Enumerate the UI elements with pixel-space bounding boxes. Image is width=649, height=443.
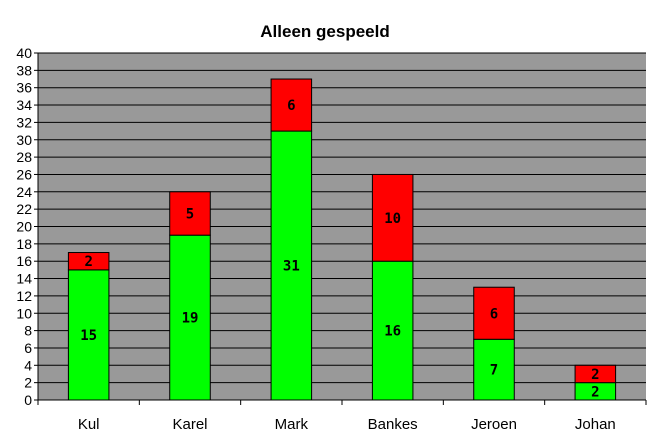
- x-axis: Kul Karel Mark Bankes Jeroen Johan: [37, 399, 647, 433]
- y-tick-label: 40: [16, 45, 32, 61]
- y-tick-label: 14: [16, 271, 32, 287]
- bar-segment: [473, 286, 515, 340]
- x-tick-label: Karel: [172, 416, 207, 433]
- data-label: 10: [384, 211, 401, 227]
- x-tick-label: Mark: [275, 416, 309, 433]
- data-label: 6: [490, 306, 498, 322]
- data-label: 15: [80, 328, 97, 344]
- data-label: 19: [182, 311, 199, 327]
- bar-segment: [67, 269, 110, 401]
- bar-segment: [270, 78, 313, 132]
- data-label: 7: [490, 363, 498, 379]
- x-tick-label: Bankes: [368, 416, 418, 433]
- y-tick-label: 18: [16, 236, 32, 252]
- y-tick-label: 32: [16, 114, 32, 130]
- y-tick-label: 2: [24, 375, 32, 391]
- x-tick-label: Kul: [78, 416, 100, 433]
- data-label: 2: [591, 367, 599, 383]
- gridlines: [38, 52, 646, 384]
- data-label: 31: [283, 259, 300, 275]
- y-tick-label: 26: [16, 166, 32, 182]
- data-label: 5: [186, 206, 194, 222]
- y-tick-label: 10: [16, 305, 32, 321]
- y-tick-label: 0: [24, 392, 32, 408]
- data-label: 6: [287, 98, 295, 114]
- data-label: 2: [84, 254, 92, 270]
- y-tick-label: 34: [16, 97, 32, 113]
- bar-segment: [67, 252, 110, 271]
- y-tick-label: 24: [16, 184, 32, 200]
- bar-segment: [473, 338, 515, 401]
- y-tick-label: 38: [16, 62, 32, 78]
- x-tick-label: Jeroen: [471, 416, 517, 433]
- y-tick-label: 8: [24, 323, 32, 339]
- y-tick-label: 4: [24, 357, 32, 373]
- y-tick-label: 16: [16, 253, 32, 269]
- bar-segment: [169, 191, 211, 236]
- bar-segment: [371, 260, 414, 401]
- y-tick-label: 22: [16, 201, 32, 217]
- y-tick-label: 28: [16, 149, 32, 165]
- y-tick-label: 20: [16, 219, 32, 235]
- y-tick-label: 36: [16, 80, 32, 96]
- data-label: 2: [591, 384, 599, 400]
- bar-segment: [371, 173, 414, 262]
- y-tick-label: 30: [16, 132, 32, 148]
- x-tick-label: Johan: [575, 416, 616, 433]
- y-tick-label: 6: [24, 340, 32, 356]
- chart-title: Alleen gespeeld: [260, 22, 389, 41]
- data-label: 16: [384, 324, 401, 340]
- y-tick-label: 12: [16, 288, 32, 304]
- bar-segment: [574, 364, 617, 384]
